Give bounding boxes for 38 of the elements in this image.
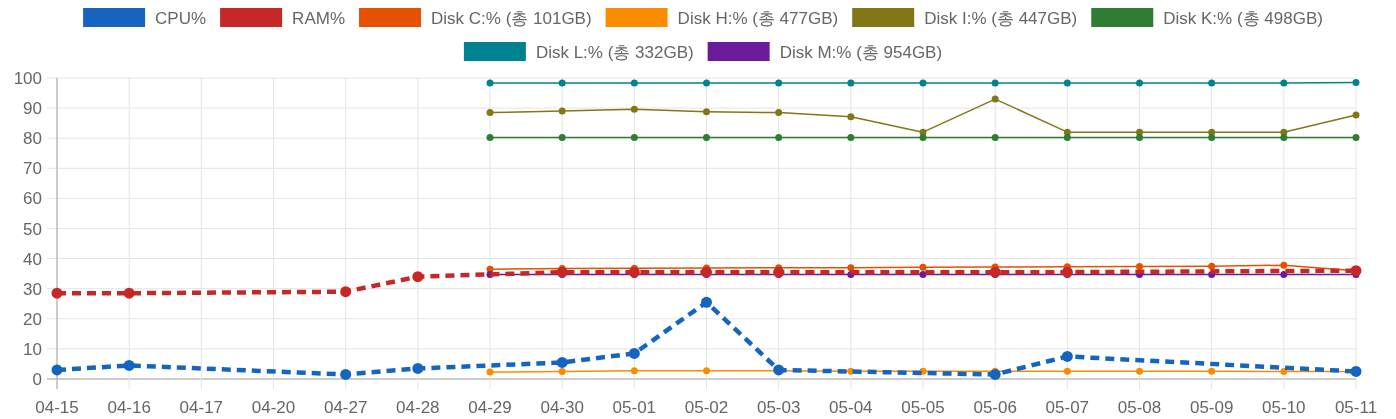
legend-label: Disk H:% (총 477GB): [677, 9, 839, 28]
x-tick-label: 05-11: [1334, 398, 1378, 417]
x-tick-label: 05-01: [612, 398, 657, 417]
x-tick-label: 04-20: [251, 398, 296, 417]
x-tick-label: 05-05: [901, 398, 945, 417]
x-tick-label: 04-29: [468, 398, 512, 417]
x-tick-label: 05-02: [684, 398, 729, 417]
x-tick-label: 04-28: [396, 398, 440, 417]
x-tick-label: 05-07: [1045, 398, 1090, 417]
y-tick-label: 100: [13, 69, 42, 88]
x-tick-label: 05-08: [1117, 398, 1162, 417]
legend-label: RAM%: [292, 9, 346, 28]
x-tick-label: 05-06: [973, 398, 1017, 417]
y-tick-label: 70: [23, 159, 42, 179]
y-tick-label: 60: [23, 189, 42, 209]
x-tick-label: 04-17: [179, 398, 224, 417]
y-tick-label: 10: [23, 339, 42, 359]
legend-label: Disk M:% (총 954GB): [779, 43, 943, 62]
legend-label: Disk I:% (총 447GB): [924, 9, 1078, 28]
x-tick-label: 05-03: [756, 398, 801, 417]
x-tick-label: 05-04: [829, 398, 873, 417]
legend-label: CPU%: [155, 9, 207, 28]
y-tick-label: 50: [23, 219, 42, 239]
y-tick-label: 80: [23, 129, 42, 149]
x-tick-label: 04-16: [107, 398, 151, 417]
y-tick-label: 90: [23, 99, 42, 119]
y-tick-label: 0: [32, 370, 42, 389]
y-tick-label: 40: [23, 249, 42, 269]
y-tick-label: 30: [23, 279, 42, 299]
legend-label: Disk L:% (총 332GB): [535, 43, 694, 62]
legend-label: Disk K:% (총 498GB): [1163, 9, 1323, 28]
x-tick-label: 04-27: [323, 398, 368, 417]
legend-label: Disk C:% (총 101GB): [431, 9, 592, 28]
x-tick-label: 05-09: [1189, 398, 1234, 417]
x-tick-label: 05-10: [1262, 398, 1306, 417]
y-tick-label: 20: [23, 309, 42, 329]
x-tick-label: 04-30: [540, 398, 584, 417]
x-tick-label: 04-15: [35, 398, 79, 417]
